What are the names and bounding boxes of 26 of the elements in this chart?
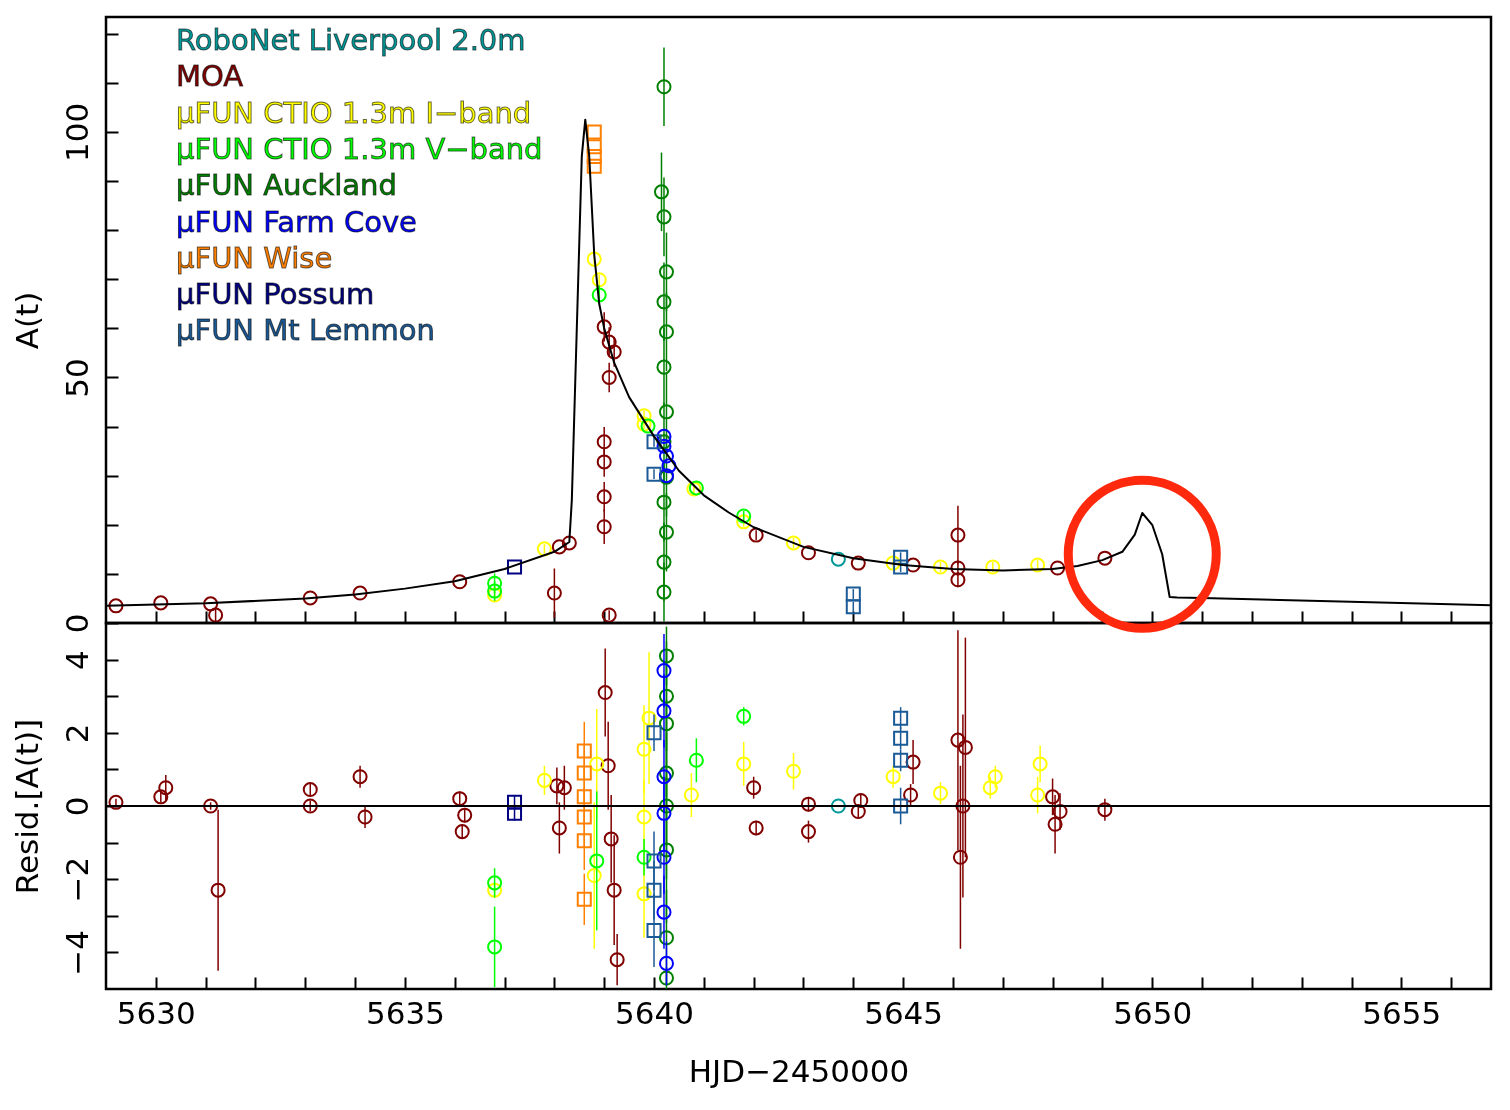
- text: MOA: [176, 59, 244, 94]
- y-tick-label: 0: [58, 613, 95, 634]
- text: μFUN CTIO 1.3m V−band: [176, 131, 543, 166]
- y-axis-title: A(t): [8, 291, 45, 350]
- y-tick-label: −2: [58, 856, 95, 903]
- x-tick-label: 5645: [864, 994, 944, 1031]
- y-tick-label: 100: [58, 102, 95, 162]
- y-tick-label: 50: [58, 358, 95, 398]
- x-tick-label: 5650: [1113, 994, 1193, 1031]
- x-tick-label: 5640: [615, 994, 694, 1031]
- x-tick-label: 5635: [365, 994, 445, 1031]
- text: μFUN Mt Lemmon: [176, 313, 435, 348]
- y-tick-label: −4: [58, 930, 95, 976]
- text: μFUN CTIO 1.3m I−band: [176, 95, 532, 130]
- y-tick-label: 4: [58, 650, 95, 670]
- x-tick-label: 5630: [116, 994, 196, 1031]
- text: μFUN Possum: [176, 277, 375, 312]
- text: μFUN Farm Cove: [176, 204, 417, 239]
- x-axis-title: HJD−2450000: [688, 1052, 910, 1089]
- y-tick-label: 0: [58, 796, 95, 817]
- x-tick-label: 5655: [1362, 994, 1442, 1031]
- text: μFUN Auckland: [176, 168, 397, 203]
- text: μFUN Wise: [176, 240, 333, 275]
- text: RoboNet Liverpool 2.0m: [176, 23, 526, 57]
- y-tick-label: 2: [58, 723, 95, 744]
- y-axis-title: Resid.[A(t)]: [8, 718, 45, 895]
